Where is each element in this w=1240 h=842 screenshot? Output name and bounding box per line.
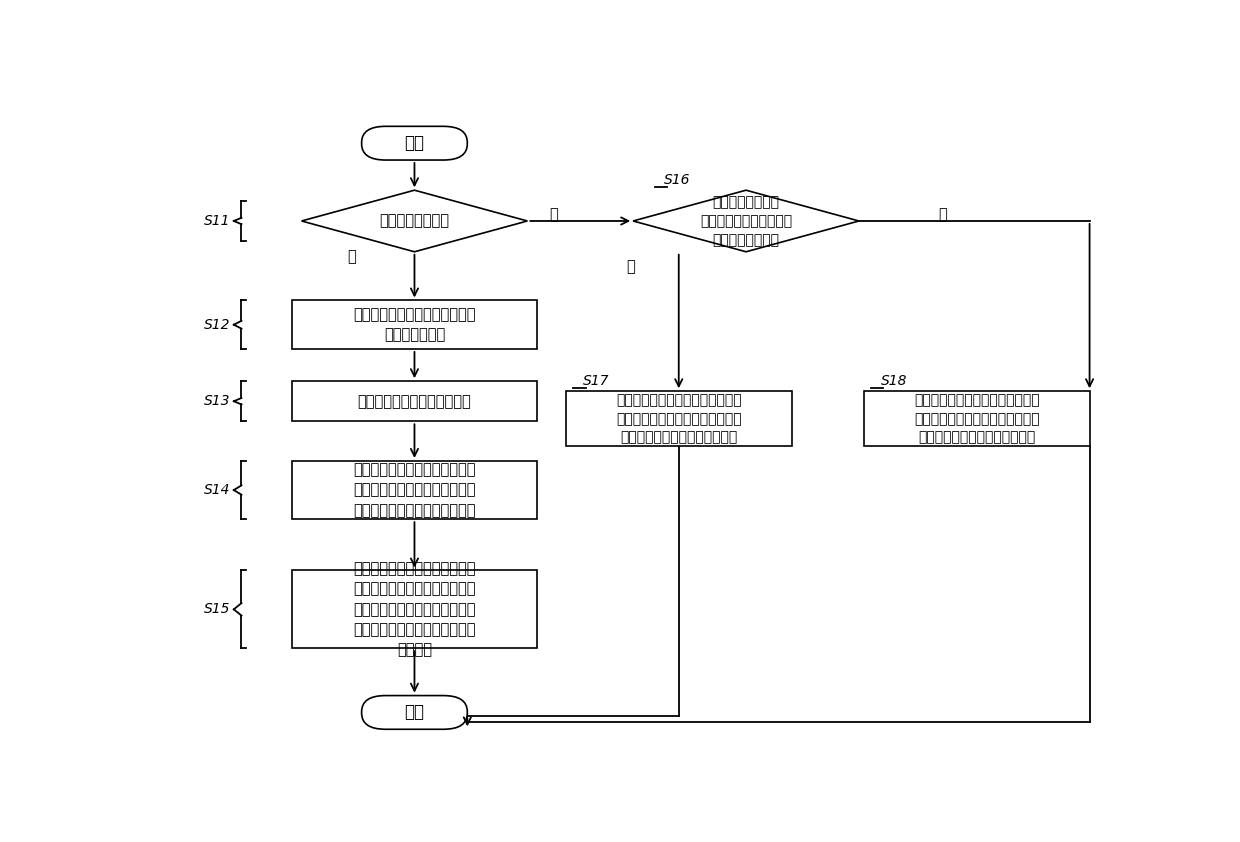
Text: 开始: 开始 <box>404 134 424 152</box>
Bar <box>291 301 537 349</box>
Text: 将所述发动机第一怨速目标値发
送给发动机控制器，使得所述发
动机控制器按照所述发动机第一
怨速目标値相应地调节所述发动
机的转速: 将所述发动机第一怨速目标値发 送给发动机控制器，使得所述发 动机控制器按照所述发… <box>353 561 476 658</box>
Text: S17: S17 <box>583 374 609 388</box>
Text: 将所述扇矩需求发送给所述发动机
控制器，使得所述发动机控制器按
照所述扇矩需求调节所述发动机: 将所述扇矩需求发送给所述发动机 控制器，使得所述发动机控制器按 照所述扇矩需求调… <box>616 392 742 445</box>
Text: 所述扇矩需求对应
的噴油量高于所述发动机
怨速所需噴油量？: 所述扇矩需求对应 的噴油量高于所述发动机 怨速所需噴油量？ <box>699 195 792 247</box>
Text: S16: S16 <box>665 173 691 187</box>
Text: 是: 是 <box>626 258 635 274</box>
Text: 从高压电池控制器接收所述高压
电池的荷电信息: 从高压电池控制器接收所述高压 电池的荷电信息 <box>353 307 476 343</box>
Polygon shape <box>301 190 527 252</box>
Bar <box>291 570 537 648</box>
Text: 控制所述发动机控制器计算所述发
动机第二怨速目标値，并根据所述
第二怨速目标値调节所述发动机: 控制所述发动机控制器计算所述发 动机第二怨速目标値，并根据所述 第二怨速目标値调… <box>914 392 1039 445</box>
Text: 是: 是 <box>549 207 558 222</box>
Text: S14: S14 <box>203 483 229 497</box>
Text: 根据所述高压电池的荷电信息、
所述发动机的水温及所述空调状
态，计算发动机第一怨速目标値: 根据所述高压电池的荷电信息、 所述发动机的水温及所述空调状 态，计算发动机第一怨… <box>353 462 476 518</box>
Bar <box>864 392 1090 446</box>
FancyBboxPatch shape <box>362 695 467 729</box>
FancyBboxPatch shape <box>362 126 467 160</box>
Bar <box>291 461 537 520</box>
Text: 否: 否 <box>939 207 947 222</box>
Text: S13: S13 <box>203 394 229 408</box>
Bar <box>565 392 791 446</box>
Polygon shape <box>634 190 859 252</box>
Text: 结束: 结束 <box>404 703 424 722</box>
Text: 检测发动机的水温、空调状态: 检测发动机的水温、空调状态 <box>357 394 471 408</box>
Text: 车辆有扇矩需求？: 车辆有扇矩需求？ <box>379 214 449 228</box>
Text: S15: S15 <box>203 602 229 616</box>
Text: S12: S12 <box>203 317 229 332</box>
Text: 否: 否 <box>347 249 356 264</box>
Text: S11: S11 <box>203 214 229 228</box>
Bar <box>291 381 537 421</box>
Text: S18: S18 <box>880 374 906 388</box>
